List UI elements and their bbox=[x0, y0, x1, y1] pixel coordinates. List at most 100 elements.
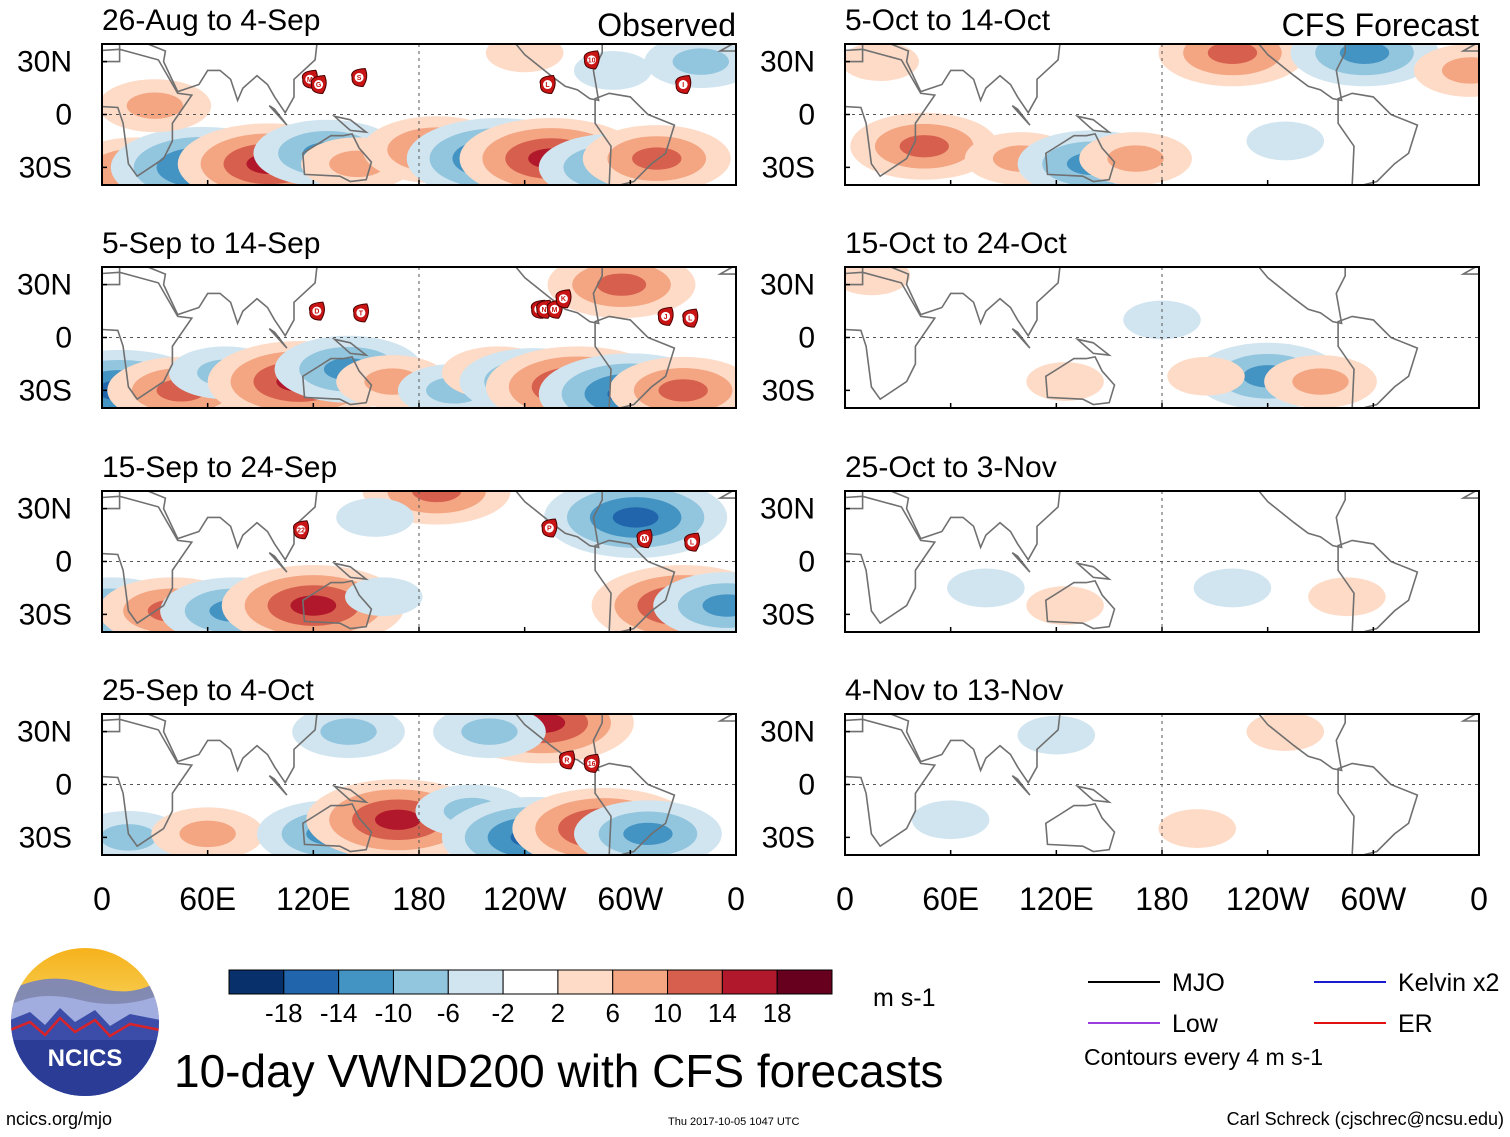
storm-eye bbox=[539, 304, 549, 314]
map-content: R 16 bbox=[102, 714, 736, 855]
coastline bbox=[147, 714, 318, 785]
anomaly-contour bbox=[845, 267, 911, 296]
colorbar-box bbox=[283, 969, 340, 995]
anomaly-contour bbox=[702, 594, 736, 617]
anomaly-contour bbox=[1193, 568, 1272, 608]
storm-label: S bbox=[357, 75, 362, 82]
y-tick-label: 30N bbox=[17, 493, 72, 526]
anomaly-contour bbox=[1246, 121, 1325, 161]
anomaly-contour bbox=[411, 491, 462, 503]
y-tick-label: 30S bbox=[762, 374, 815, 407]
colorbar-box bbox=[392, 969, 449, 995]
map-panel: 30N 0 30S 25-Oct to 3-Nov bbox=[760, 451, 1480, 633]
panel-title: 4-Nov to 13-Nov bbox=[845, 674, 1063, 707]
x-tick-label: 0 bbox=[1470, 881, 1488, 917]
colorbar-box bbox=[557, 969, 614, 995]
x-tick-label: 120E bbox=[1019, 881, 1094, 917]
storm-marker: J bbox=[657, 306, 674, 326]
storm-marker: D bbox=[308, 301, 325, 321]
storm-label: J bbox=[664, 314, 668, 321]
legend-label: Kelvin x2 bbox=[1398, 969, 1499, 997]
coastline bbox=[331, 114, 369, 134]
storm-label: 22 bbox=[297, 527, 305, 534]
coastline bbox=[1044, 802, 1116, 853]
legend-label: Low bbox=[1172, 1010, 1219, 1038]
map-content bbox=[845, 491, 1479, 632]
x-tick-label: 60W bbox=[597, 881, 664, 917]
anomaly-contour bbox=[658, 379, 708, 402]
coastline bbox=[845, 44, 864, 63]
y-tick-label: 0 bbox=[798, 769, 815, 802]
coastline bbox=[890, 491, 1061, 562]
x-tick-label: 60E bbox=[179, 881, 236, 917]
coastline bbox=[1257, 44, 1346, 102]
anomaly-contour bbox=[290, 595, 337, 616]
map-panel: R 16 30N 0 30S 25-Sep to 4-Oct 0 60E 120E 180 120W… bbox=[17, 674, 745, 917]
colorbar-box bbox=[721, 969, 778, 995]
storm-marker: L bbox=[682, 308, 699, 328]
anomaly-contour bbox=[612, 507, 659, 528]
coastline bbox=[514, 44, 603, 102]
map-content bbox=[845, 267, 1479, 408]
coastline bbox=[890, 267, 1061, 338]
coastline bbox=[845, 267, 864, 286]
anomaly-contour bbox=[1292, 368, 1349, 395]
storm-label: M bbox=[307, 77, 313, 84]
anomaly-contour bbox=[102, 824, 157, 851]
map-content: DTONMKJL bbox=[102, 267, 736, 408]
storm-label: I bbox=[682, 82, 684, 89]
storm-eye bbox=[312, 306, 322, 316]
x-tick-label: 180 bbox=[1135, 881, 1188, 917]
storm-marker: I bbox=[675, 75, 692, 95]
map-panel: MG S L 10 I 30N 0 30S 26-Aug to 4-Sep Observed bbox=[17, 4, 737, 186]
coastline bbox=[102, 491, 121, 510]
colorbar-tick-label: 10 bbox=[653, 998, 682, 1028]
coastline bbox=[845, 491, 864, 510]
coastline bbox=[594, 762, 676, 855]
storm-eye bbox=[678, 80, 688, 90]
coastline bbox=[1074, 337, 1112, 357]
colorbar-tick-label: 14 bbox=[708, 998, 737, 1028]
coastline bbox=[1044, 132, 1116, 183]
anomaly-contour bbox=[336, 498, 414, 537]
anomaly-contour bbox=[1442, 57, 1479, 84]
coastline bbox=[102, 48, 194, 178]
colorbar-tick-label: 18 bbox=[763, 998, 792, 1028]
footer-url[interactable]: ncics.org/mjo bbox=[6, 1109, 113, 1129]
coastline bbox=[331, 337, 369, 357]
anomaly-contour bbox=[1167, 356, 1245, 396]
footer-author: Carl Schreck (cjschrec@ncsu.edu) bbox=[1226, 1109, 1504, 1129]
storm-eye bbox=[544, 523, 554, 533]
coastline bbox=[331, 784, 369, 804]
coastline bbox=[1257, 491, 1346, 549]
coastline bbox=[1460, 714, 1479, 722]
anomaly-contour bbox=[623, 822, 673, 846]
storm-label: R bbox=[564, 757, 569, 764]
storm-eye bbox=[314, 80, 324, 90]
y-tick-label: 30S bbox=[762, 151, 815, 184]
map-panel: DTONMKJL30N030S5-Sep to 14-Sep bbox=[17, 227, 737, 409]
coastline bbox=[1460, 44, 1479, 52]
coastline bbox=[1337, 92, 1419, 185]
ncics-logo: NCICS bbox=[11, 948, 159, 1096]
coastline bbox=[1044, 579, 1116, 630]
coastline bbox=[1074, 561, 1112, 581]
panel-title: 5-Sep to 14-Sep bbox=[102, 227, 320, 260]
y-tick-label: 30N bbox=[17, 46, 72, 79]
coastline bbox=[301, 802, 373, 853]
colorbar-tick-label: -10 bbox=[375, 998, 413, 1028]
storm-eye bbox=[354, 72, 364, 82]
anomaly-contour bbox=[596, 273, 647, 296]
storm-label: T bbox=[359, 310, 364, 317]
panel-title: 15-Sep to 24-Sep bbox=[102, 451, 337, 484]
footer-timestamp: Thu 2017-10-05 1047 UTC bbox=[668, 1116, 800, 1128]
coastline bbox=[1044, 355, 1116, 406]
coastline bbox=[268, 328, 288, 349]
anomaly-contour bbox=[1026, 362, 1104, 401]
storm-marker: 22 bbox=[293, 520, 310, 540]
anomaly-contour bbox=[126, 92, 184, 119]
coastline bbox=[301, 579, 373, 630]
storm-label: L bbox=[545, 82, 550, 89]
coastline bbox=[268, 552, 288, 573]
